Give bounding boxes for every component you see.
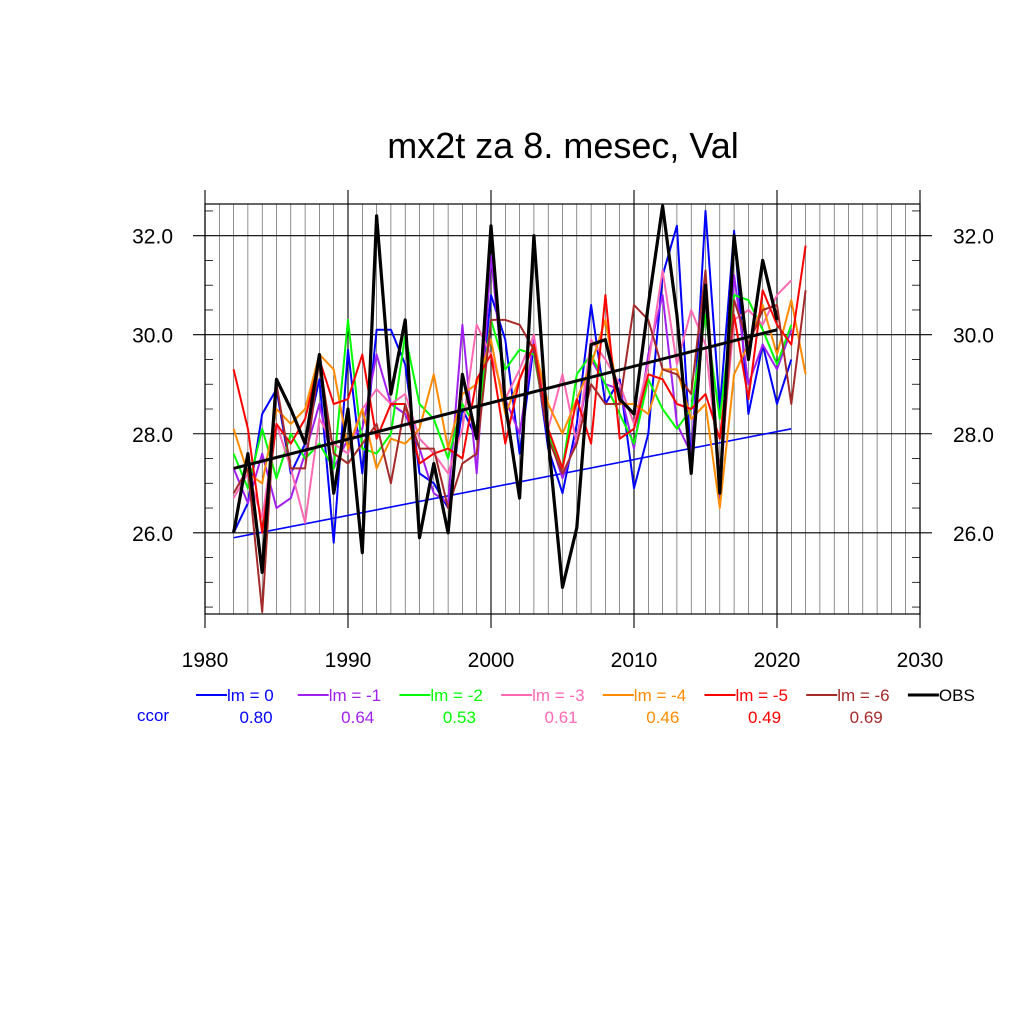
- correlation-label: ccor: [137, 706, 169, 725]
- chart-title: mx2t za 8. mesec, Val: [387, 125, 738, 166]
- legend-corr-5: 0.49: [748, 708, 781, 727]
- legend-corr-2: 0.53: [443, 708, 476, 727]
- x-tick-label: 1990: [325, 649, 372, 672]
- legend-corr-6: 0.69: [850, 708, 883, 727]
- y-tick-label-right: 30.0: [953, 325, 994, 348]
- legend-label-1: lm = -1: [329, 686, 381, 705]
- axes: 1980 1990 2000 2010 2020 2030 26.0 26.0 28.0 28.0…: [132, 210, 994, 672]
- legend: ccor lm = 0 0.80 lm = -1 0.64 lm = -2 0.53 lm =…: [137, 686, 975, 727]
- x-tick-label: 2000: [468, 649, 515, 672]
- legend-label-5: lm = -5: [736, 686, 788, 705]
- trend-line-7: [233, 328, 778, 470]
- legend-label-2: lm = -2: [430, 686, 482, 705]
- x-tick-label: 2030: [897, 649, 944, 672]
- x-tick-label: 2010: [611, 649, 658, 672]
- y-tick-label-left: 28.0: [132, 424, 173, 447]
- series-line-5: [232, 245, 807, 534]
- trend-line-0: [233, 428, 792, 539]
- legend-label-3: lm = -3: [532, 686, 584, 705]
- y-tick-label-left: 32.0: [132, 226, 173, 249]
- x-tick-label: 2020: [754, 649, 801, 672]
- x-tick-label: 1980: [182, 649, 229, 672]
- y-tick-label-right: 26.0: [953, 523, 994, 546]
- legend-corr-3: 0.61: [545, 708, 578, 727]
- legend-label-7: OBS: [939, 686, 975, 705]
- series-line-7: [232, 204, 779, 589]
- legend-corr-4: 0.46: [646, 708, 679, 727]
- y-tick-label-right: 32.0: [953, 226, 994, 249]
- legend-corr-0: 0.80: [239, 708, 272, 727]
- data-series: [232, 204, 807, 613]
- legend-corr-1: 0.64: [341, 708, 374, 727]
- legend-label-6: lm = -6: [837, 686, 889, 705]
- legend-label-0: lm = 0: [227, 686, 274, 705]
- legend-label-4: lm = -4: [634, 686, 686, 705]
- y-tick-label-left: 30.0: [132, 325, 173, 348]
- y-tick-label-right: 28.0: [953, 424, 994, 447]
- y-tick-label-left: 26.0: [132, 523, 173, 546]
